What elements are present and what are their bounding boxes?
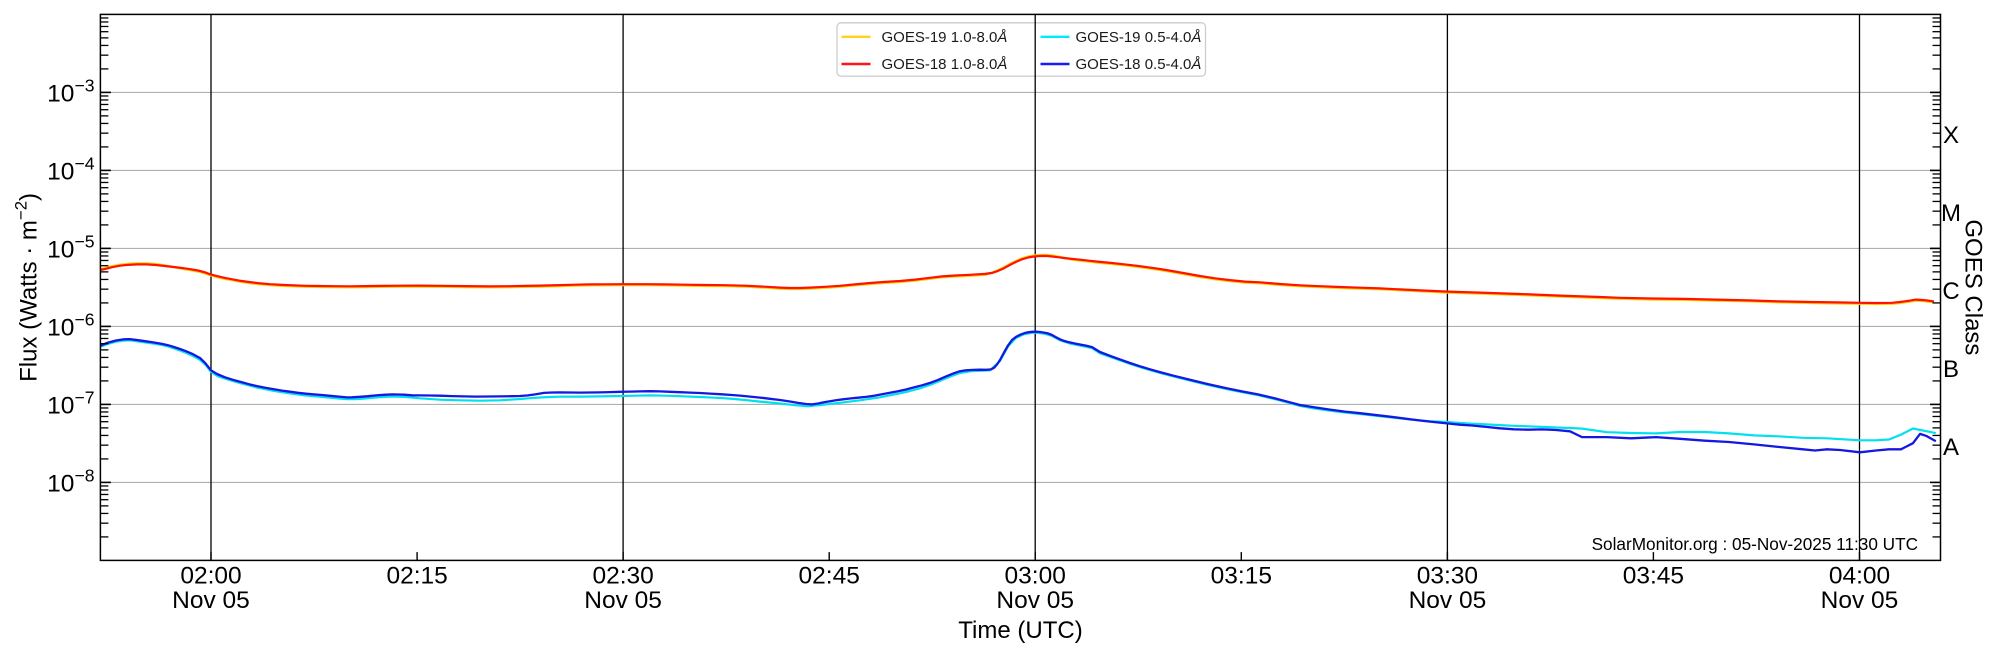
svg-text:Time (UTC): Time (UTC) <box>958 617 1082 644</box>
svg-text:03:30: 03:30 <box>1417 563 1478 590</box>
svg-text:10−6: 10−6 <box>47 309 95 341</box>
svg-text:10−8: 10−8 <box>47 465 95 497</box>
svg-text:Flux (Watts · m−2): Flux (Watts · m−2) <box>12 193 43 382</box>
svg-text:02:45: 02:45 <box>799 563 860 590</box>
svg-text:10−3: 10−3 <box>47 75 95 107</box>
svg-text:GOES-18 1.0-8.0Å: GOES-18 1.0-8.0Å <box>882 56 1008 73</box>
svg-text:03:15: 03:15 <box>1211 563 1272 590</box>
svg-text:Nov 05: Nov 05 <box>996 587 1074 614</box>
svg-text:GOES-19 1.0-8.0Å: GOES-19 1.0-8.0Å <box>882 29 1008 46</box>
svg-text:GOES-18 0.5-4.0Å: GOES-18 0.5-4.0Å <box>1076 56 1202 73</box>
svg-text:A: A <box>1943 434 1959 461</box>
svg-text:Nov 05: Nov 05 <box>584 587 662 614</box>
svg-text:M: M <box>1941 200 1961 227</box>
svg-text:04:00: 04:00 <box>1829 563 1890 590</box>
svg-text:10−5: 10−5 <box>47 231 95 263</box>
svg-text:10−7: 10−7 <box>47 387 94 419</box>
svg-text:SolarMonitor.org : 05-Nov-2025: SolarMonitor.org : 05-Nov-2025 11:30 UTC <box>1592 534 1918 554</box>
svg-text:Nov 05: Nov 05 <box>172 587 250 614</box>
svg-text:10−4: 10−4 <box>47 153 95 185</box>
svg-text:B: B <box>1943 356 1959 383</box>
svg-text:GOES Class: GOES Class <box>1960 219 1987 355</box>
svg-text:02:15: 02:15 <box>386 563 447 590</box>
svg-text:Nov 05: Nov 05 <box>1821 587 1899 614</box>
svg-text:02:30: 02:30 <box>592 563 653 590</box>
svg-text:03:45: 03:45 <box>1623 563 1684 590</box>
svg-text:X: X <box>1943 122 1959 149</box>
svg-text:03:00: 03:00 <box>1005 563 1066 590</box>
svg-text:GOES-19 0.5-4.0Å: GOES-19 0.5-4.0Å <box>1076 29 1202 46</box>
svg-text:02:00: 02:00 <box>180 563 241 590</box>
svg-text:C: C <box>1942 278 1959 305</box>
svg-text:Nov 05: Nov 05 <box>1409 587 1487 614</box>
